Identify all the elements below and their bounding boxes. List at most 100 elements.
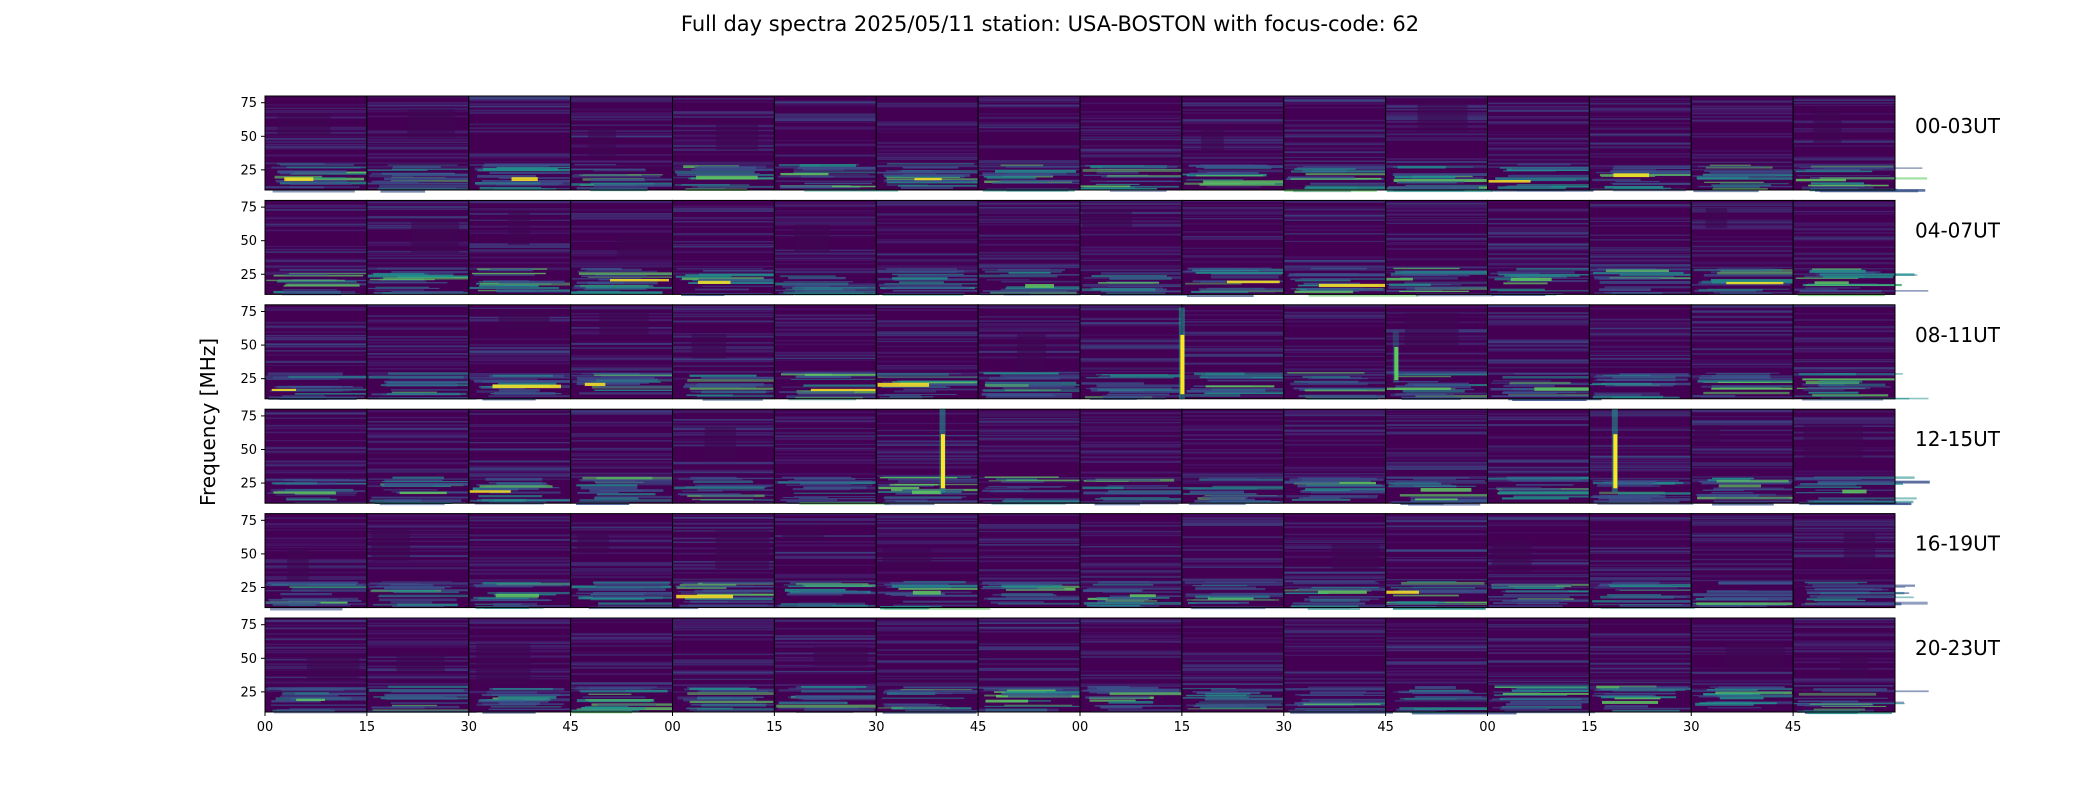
spectrum-panel: [1690, 304, 1825, 400]
row-label: 00-03UT: [1915, 114, 2001, 138]
spectrum-panel: [570, 408, 700, 505]
spectrum-panel: [1690, 513, 1805, 609]
x-tick-label: 30: [1275, 720, 1292, 735]
x-tick-label: 15: [1174, 720, 1191, 735]
spectrum-panel: [264, 617, 392, 714]
spectrum-panel: [672, 408, 810, 504]
spectrum-panel: [1792, 408, 1930, 506]
spectrum-panel: [1283, 95, 1421, 193]
spectrum-panel: [773, 95, 908, 192]
y-tick-label: 75: [240, 514, 257, 529]
spectrum-panel: [1792, 617, 1929, 715]
spectrum-panel: [264, 513, 373, 611]
spectrum-panel: [875, 95, 1000, 191]
y-tick-label: 50: [240, 130, 257, 145]
row-label: 04-07UT: [1915, 218, 2001, 242]
x-tick-label: 30: [460, 720, 477, 735]
radio-burst: [939, 409, 946, 493]
spectrum-panel: [1792, 199, 1929, 297]
spectrum-panel: [1079, 199, 1213, 296]
y-axis-label: Frequency [MHz]: [196, 338, 220, 506]
y-tick-label: 75: [240, 305, 257, 320]
spectrum-panel: [773, 513, 917, 609]
spectrum-panel: [977, 513, 1110, 609]
spectrum-panel: [1690, 199, 1831, 295]
spectrum-panel: [1487, 199, 1628, 296]
y-tick-label: 75: [240, 618, 257, 633]
spectrum-panel: [1283, 199, 1419, 297]
spectrum-panel: [1487, 304, 1621, 401]
spectrum-panel: [1792, 304, 1929, 401]
spectrum-panel: [1487, 513, 1613, 609]
spectrum-panel: [773, 199, 900, 296]
spectrum-panel: [1588, 199, 1714, 296]
spectrum-panel: [1181, 304, 1310, 400]
spectrum-panel: [1283, 408, 1413, 504]
y-tick-label: 25: [240, 163, 257, 178]
spectrum-panel: [468, 304, 599, 401]
spectrum-panel: [570, 513, 705, 610]
spectrum-panel: [570, 617, 693, 714]
y-tick-label: 75: [240, 96, 257, 111]
spectrum-panel: [1588, 617, 1695, 713]
x-tick-label: 00: [1479, 720, 1496, 735]
spectrum-panel: [1181, 617, 1307, 713]
y-tick-label: 75: [240, 201, 257, 216]
spectrum-panel: [264, 95, 388, 193]
spectrum-panel: [570, 95, 695, 192]
y-tick-label: 25: [240, 685, 257, 700]
spectrum-panel: [1588, 304, 1702, 400]
row-label: 08-11UT: [1915, 323, 2001, 347]
x-tick-label: 00: [1072, 720, 1089, 735]
spectrum-panel: [1588, 95, 1721, 192]
spectrum-panel: [366, 617, 502, 713]
spectrum-panel: [1181, 408, 1314, 506]
x-tick-label: 45: [970, 720, 987, 735]
spectrum-panel: [366, 304, 489, 400]
spectrum-panel: [468, 408, 597, 505]
row-label: 12-15UT: [1915, 427, 2001, 451]
spectrum-panel: [1181, 199, 1303, 298]
spectrum-panel: [1588, 408, 1715, 505]
radio-burst: [1392, 331, 1399, 383]
y-tick-label: 50: [240, 234, 257, 249]
y-tick-label: 50: [240, 443, 257, 458]
spectrum-panel: [1283, 617, 1411, 714]
radio-burst: [1611, 409, 1618, 493]
spectrum-panel: [875, 304, 1002, 400]
spectrum-panel: [264, 199, 391, 296]
spectrum-panel: [773, 617, 915, 713]
y-tick-label: 50: [240, 652, 257, 667]
spectrum-panel: [264, 304, 397, 400]
spectrum-panel: [1385, 304, 1517, 400]
x-tick-label: 00: [664, 720, 681, 735]
row-label: 16-19UT: [1915, 532, 2001, 556]
x-tick-label: 30: [868, 720, 885, 735]
spectrum-panel: [672, 617, 807, 713]
spectrum-panel: [468, 199, 603, 295]
spectrum-panel: [570, 304, 703, 400]
row-label: 20-23UT: [1915, 636, 2001, 660]
spectrum-panel: [977, 617, 1107, 713]
spectrum-panel: [1690, 95, 1813, 193]
spectrum-panel: [366, 408, 494, 506]
y-tick-label: 25: [240, 477, 257, 492]
spectrum-panel: [1079, 304, 1219, 400]
spectrum-panel: [977, 199, 1115, 296]
spectrum-panel: [1487, 617, 1614, 714]
spectrum-panel: [977, 408, 1112, 505]
x-tick-label: 00: [257, 720, 274, 735]
spectrum-panel: [468, 617, 599, 714]
chart-title: Full day spectra 2025/05/11 station: USA…: [680, 12, 1420, 36]
spectrum-panel: [977, 304, 1105, 400]
spectrum-panel: [366, 513, 482, 609]
spectrum-panel: [1181, 95, 1310, 191]
x-tick-label: 45: [1785, 720, 1802, 735]
spectrum-panel: [468, 513, 591, 609]
y-tick-label: 50: [240, 547, 257, 562]
y-tick-label: 75: [240, 409, 257, 424]
spectrum-panel: [1588, 513, 1716, 609]
spectrum-panel: [570, 199, 681, 295]
spectrum-panel: [773, 408, 909, 505]
